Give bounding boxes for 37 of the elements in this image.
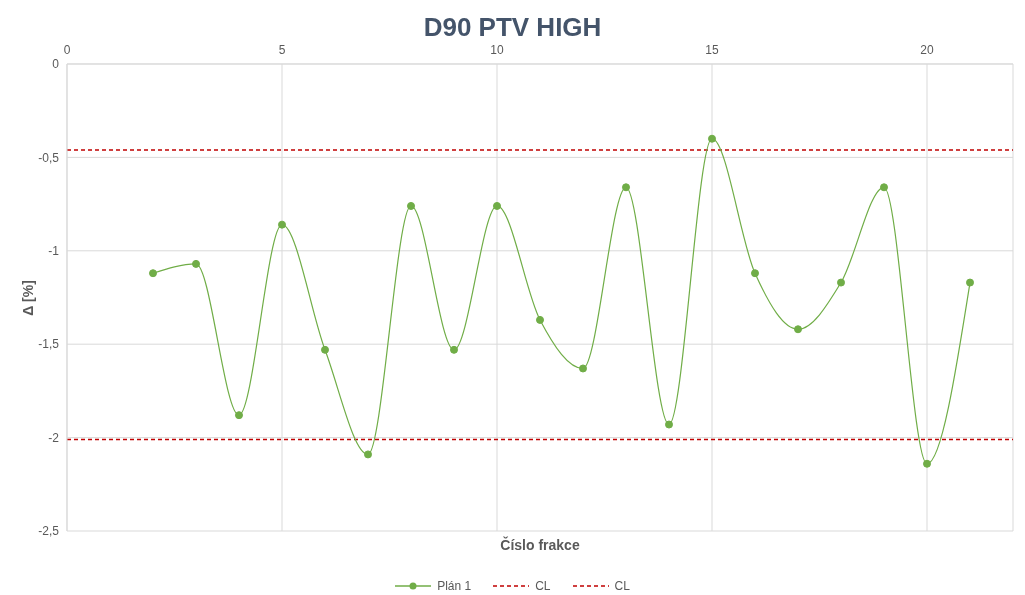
point <box>364 450 372 459</box>
point <box>407 201 415 210</box>
y-tick-label: -2,5 <box>38 524 60 539</box>
x-tick-label: 20 <box>920 43 934 57</box>
point <box>450 345 458 354</box>
legend-label: CL <box>535 579 551 593</box>
y-tick-label: -1,5 <box>38 337 60 352</box>
y-tick-label: -0,5 <box>38 150 60 165</box>
point <box>278 220 286 229</box>
point <box>493 201 501 210</box>
point <box>665 420 673 429</box>
point <box>837 278 845 287</box>
x-tick-label: 5 <box>278 43 286 57</box>
x-tick-label: 10 <box>490 43 504 57</box>
y-tick-label: 0 <box>52 57 60 72</box>
x-tick-label: 0 <box>63 43 71 57</box>
point <box>321 345 329 354</box>
y-tick-label: -2 <box>48 430 60 445</box>
point <box>235 411 243 420</box>
point <box>708 134 716 143</box>
point <box>149 269 157 278</box>
chart-title: D90 PTV HIGH <box>422 12 603 43</box>
x-tick-label: 15 <box>705 43 719 57</box>
point <box>880 183 888 192</box>
point <box>751 269 759 278</box>
point <box>579 364 587 373</box>
y-tick-label: -1 <box>48 244 60 259</box>
point <box>966 278 974 287</box>
point <box>794 325 802 334</box>
legend-label: CL <box>614 579 630 593</box>
point <box>192 259 200 268</box>
legend-label: Plán 1 <box>437 579 472 593</box>
point <box>923 459 931 468</box>
x-axis-title: Číslo frakce <box>499 537 581 553</box>
point <box>622 183 630 192</box>
y-axis-title: Δ [%] <box>20 280 36 316</box>
point <box>536 315 544 324</box>
